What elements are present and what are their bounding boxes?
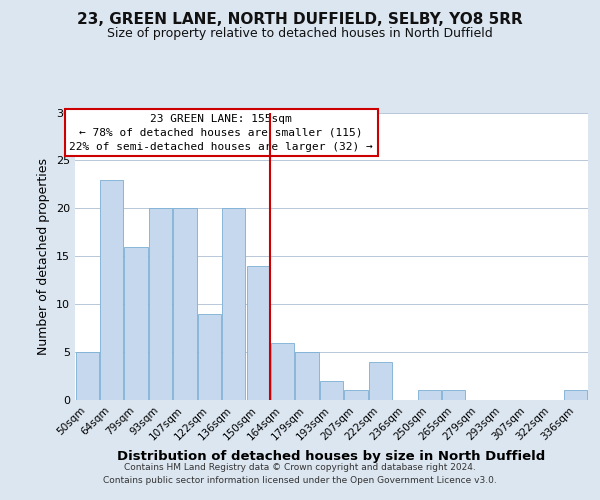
Y-axis label: Number of detached properties: Number of detached properties <box>37 158 50 355</box>
Text: Contains HM Land Registry data © Crown copyright and database right 2024.: Contains HM Land Registry data © Crown c… <box>124 462 476 471</box>
Bar <box>222 208 245 400</box>
Bar <box>418 390 441 400</box>
X-axis label: Distribution of detached houses by size in North Duffield: Distribution of detached houses by size … <box>118 450 545 463</box>
Text: 23, GREEN LANE, NORTH DUFFIELD, SELBY, YO8 5RR: 23, GREEN LANE, NORTH DUFFIELD, SELBY, Y… <box>77 12 523 28</box>
Bar <box>271 342 294 400</box>
Bar <box>100 180 123 400</box>
Text: Size of property relative to detached houses in North Duffield: Size of property relative to detached ho… <box>107 28 493 40</box>
Bar <box>198 314 221 400</box>
Bar <box>173 208 197 400</box>
Bar <box>247 266 270 400</box>
Bar <box>564 390 587 400</box>
Text: 23 GREEN LANE: 155sqm
← 78% of detached houses are smaller (115)
22% of semi-det: 23 GREEN LANE: 155sqm ← 78% of detached … <box>70 114 373 152</box>
Bar <box>124 246 148 400</box>
Bar <box>344 390 368 400</box>
Bar <box>76 352 99 400</box>
Bar <box>320 381 343 400</box>
Bar <box>149 208 172 400</box>
Bar <box>295 352 319 400</box>
Bar <box>442 390 465 400</box>
Text: Contains public sector information licensed under the Open Government Licence v3: Contains public sector information licen… <box>103 476 497 485</box>
Bar <box>369 362 392 400</box>
